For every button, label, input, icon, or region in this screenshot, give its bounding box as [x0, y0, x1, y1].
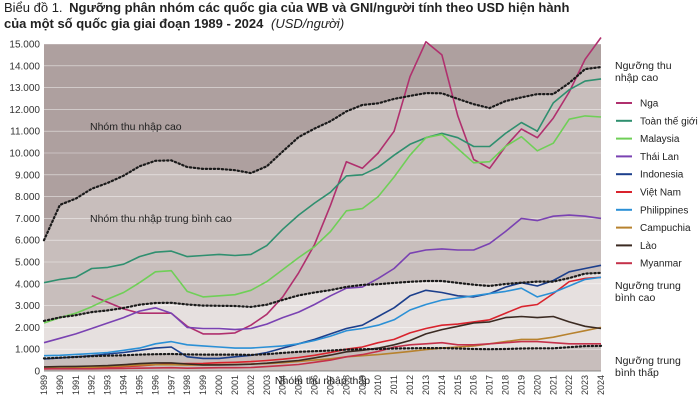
y-tick-label: 3.000 — [15, 301, 40, 312]
x-tick-label: 1998 — [182, 375, 192, 395]
x-tick-label: 2003 — [262, 375, 272, 395]
y-tick-label: 0 — [34, 367, 40, 378]
legend-label-8: Lào — [640, 241, 657, 252]
threshold-label-0-line-1: Ngưỡng thu — [615, 60, 672, 72]
threshold-label-0-line-2: nhập cao — [615, 72, 658, 84]
threshold-line-0 — [42, 66, 603, 242]
x-tick-label: 2021 — [548, 375, 558, 395]
y-axis: 0 1.000 2.000 3.000 4.000 5.000 6.000 7.000 8.00… — [9, 40, 40, 378]
x-tick-label: 1992 — [87, 375, 97, 395]
x-tick-label: 2008 — [341, 375, 351, 395]
x-tick-label: 2022 — [564, 375, 574, 395]
x-tick-label: 2001 — [230, 375, 240, 395]
x-tick-label: 1989 — [39, 375, 49, 395]
region-label-3: Nhóm thu nhập thấp — [275, 375, 370, 387]
y-tick-label: 6.000 — [15, 236, 40, 247]
y-tick-label: 10.000 — [9, 149, 40, 160]
x-tick-label: 2005 — [294, 375, 304, 395]
legend-label-9: Myanmar — [640, 259, 682, 270]
threshold-label-2-line-1: Ngưỡng trung — [615, 355, 681, 367]
y-tick-label: 12.000 — [9, 105, 40, 116]
series-line-9 — [44, 340, 601, 370]
series-line-8 — [43, 315, 602, 368]
y-tick-label: 11.000 — [10, 127, 40, 138]
series-line-6 — [43, 276, 602, 357]
region-band-0 — [44, 44, 601, 241]
y-tick-label: 7.000 — [15, 214, 40, 225]
region-label-0: Nhóm thu nhập cao — [90, 121, 182, 133]
threshold-label-1-line-2: bình cao — [615, 292, 655, 304]
y-tick-label: 9.000 — [15, 170, 40, 181]
y-tick-label: 2.000 — [15, 323, 40, 334]
chart-title-line-1: Biểu đồ 1. Ngưỡng phân nhóm các quốc gia… — [4, 0, 570, 15]
x-tick-label: 1996 — [150, 375, 160, 395]
x-tick-label: 1999 — [198, 375, 208, 395]
x-tick-label: 2004 — [278, 375, 288, 395]
chart-title-main: Ngưỡng phân nhóm các quốc gia của WB và … — [69, 0, 569, 15]
legend: Nga Toàn thế giới Malaysia Thái Lan Indonesi… — [616, 99, 698, 270]
threshold-label-2-line-2: bình thấp — [615, 367, 659, 379]
x-tick-label: 1990 — [55, 375, 65, 395]
legend-label-5: Việt Nam — [640, 188, 681, 199]
plot-area — [42, 37, 603, 372]
x-tick-label: 2024 — [596, 375, 606, 395]
x-tick-label: 2018 — [501, 375, 511, 395]
x-axis: 1989 1990 1991 1992 1993 1994 1995 1996 1997 1998… — [39, 375, 606, 395]
series-line-7 — [43, 326, 602, 370]
x-tick-label: 1995 — [134, 375, 144, 395]
x-tick-label: 2009 — [357, 375, 367, 395]
region-labels: Nhóm thu nhập cao Nhóm thu nhập trung bìn… — [90, 121, 370, 387]
series-line-3 — [43, 214, 602, 344]
legend-label-4: Indonesia — [640, 170, 684, 181]
legend-label-1: Toàn thế giới — [640, 115, 698, 127]
region-label-1: Nhóm thu nhập trung bình cao — [90, 213, 232, 225]
chart-title-prefix: Biểu đồ 1. — [4, 0, 63, 15]
y-tick-label: 8.000 — [15, 192, 40, 203]
x-tick-label: 2006 — [310, 375, 320, 395]
x-tick-label: 2017 — [485, 375, 495, 395]
x-tick-label: 2007 — [325, 375, 335, 395]
legend-label-0: Nga — [640, 99, 659, 110]
x-tick-label: 1993 — [103, 375, 113, 395]
x-tick-label: 2020 — [532, 375, 542, 395]
series-line-2 — [43, 115, 602, 324]
x-tick-label: 2015 — [453, 375, 463, 395]
x-tick-label: 2012 — [405, 375, 415, 395]
x-tick-label: 1991 — [71, 375, 81, 395]
y-tick-label: 15.000 — [9, 40, 40, 51]
legend-label-3: Thái Lan — [640, 152, 679, 163]
y-tick-label: 13.000 — [9, 83, 40, 94]
legend-label-7: Campuchia — [640, 223, 691, 234]
y-tick-label: 5.000 — [15, 258, 40, 269]
x-tick-label: 2016 — [469, 375, 479, 395]
threshold-label-1-line-1: Ngưỡng trung — [615, 280, 681, 292]
chart-title-continuation: của một số quốc gia giai đoạn 1989 - 202… — [4, 16, 264, 31]
x-tick-label: 1997 — [166, 375, 176, 395]
region-band-1 — [44, 67, 601, 321]
x-tick-label: 2013 — [421, 375, 431, 395]
chart-unit: (USD/người) — [271, 16, 344, 31]
region-band-2 — [44, 272, 601, 359]
x-tick-label: 2011 — [389, 375, 399, 394]
threshold-line-1 — [42, 271, 603, 322]
legend-label-6: Philippines — [640, 205, 688, 216]
legend-label-2: Malaysia — [640, 134, 680, 145]
series-line-1 — [43, 78, 602, 284]
x-tick-label: 2002 — [246, 375, 256, 395]
x-tick-label: 2019 — [516, 375, 526, 395]
y-tick-label: 1.000 — [15, 345, 40, 356]
y-tick-label: 4.000 — [15, 279, 40, 290]
x-tick-label: 1994 — [119, 375, 129, 395]
x-tick-label: 2000 — [214, 375, 224, 395]
x-tick-label: 2023 — [580, 375, 590, 395]
x-tick-label: 2014 — [437, 375, 447, 395]
threshold-line-2 — [42, 344, 603, 360]
series-line-4 — [43, 264, 602, 360]
chart-title-line-2: của một số quốc gia giai đoạn 1989 - 202… — [4, 16, 344, 31]
y-tick-label: 14.000 — [9, 61, 40, 72]
x-tick-label: 2010 — [373, 375, 383, 395]
